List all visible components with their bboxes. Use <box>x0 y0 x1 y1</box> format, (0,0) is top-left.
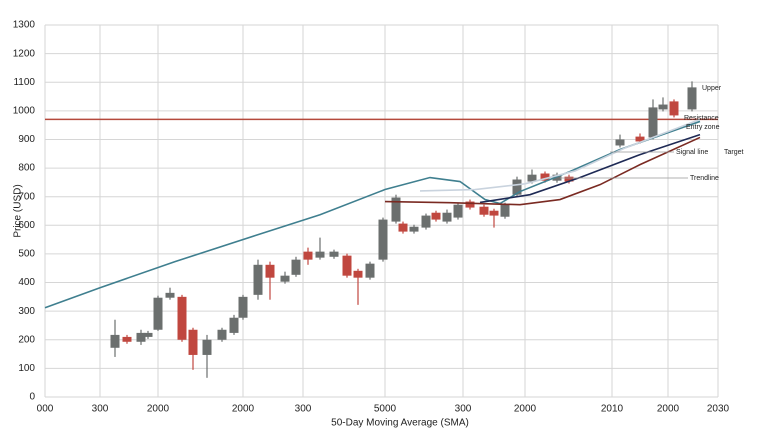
candle-body <box>229 317 239 333</box>
candle-body <box>409 226 419 232</box>
y-tick-label: 0 <box>29 392 35 403</box>
candle-body <box>442 212 452 222</box>
x-tick-label: 2000 <box>232 404 255 415</box>
candle-body <box>365 263 375 278</box>
annotation: Trendline <box>690 175 719 182</box>
candle-body <box>329 251 339 257</box>
x-tick-label: 2030 <box>707 404 730 415</box>
y-tick-label: 600 <box>18 220 35 231</box>
candle-body <box>378 219 388 260</box>
x-axis-label: 50-Day Moving Average (SMA) <box>331 418 469 429</box>
y-axis-label: Price (USD) <box>13 184 24 237</box>
y-tick-label: 1000 <box>13 105 36 116</box>
x-tick-label: 2000 <box>514 404 537 415</box>
candle-body <box>165 292 175 298</box>
candle-body <box>238 296 248 318</box>
candle-body <box>303 251 313 260</box>
candle-body <box>421 215 431 228</box>
candle-body <box>391 197 401 222</box>
x-tick-label: 2000 <box>657 404 680 415</box>
candle-body <box>188 329 198 355</box>
candle-body <box>635 136 645 142</box>
candle-body <box>110 334 120 348</box>
y-tick-label: 700 <box>18 191 35 202</box>
candle-body <box>687 87 697 110</box>
moving-average-line <box>419 118 701 192</box>
x-tick-label: 5000 <box>374 404 397 415</box>
candle-body <box>527 174 537 182</box>
candle-body <box>564 176 574 182</box>
candle-body <box>615 139 625 146</box>
annotation: Signal line <box>676 149 708 156</box>
candle-body <box>658 104 668 110</box>
candle-body <box>342 255 352 276</box>
x-tick-label: 300 <box>295 404 312 415</box>
x-tick-label: 2000 <box>147 404 170 415</box>
candle-body <box>253 264 263 295</box>
y-tick-label: 1300 <box>13 20 36 31</box>
candle-body <box>143 332 153 337</box>
x-tick-label: 2010 <box>601 404 624 415</box>
annotation: Upper <box>702 85 722 92</box>
candle-body <box>217 329 227 340</box>
y-tick-label: 900 <box>18 134 35 145</box>
candle-body <box>489 210 499 216</box>
candle-body <box>648 107 658 138</box>
y-tick-label: 400 <box>18 277 35 288</box>
candle-body <box>153 297 163 330</box>
moving-average-line <box>384 136 701 206</box>
candle-body <box>398 223 408 232</box>
y-tick-label: 800 <box>18 163 35 174</box>
moving-average-line <box>479 133 701 204</box>
candle-body <box>202 339 212 355</box>
candle-body <box>552 174 562 181</box>
x-tick-label: 000 <box>37 404 54 415</box>
y-tick-label: 1200 <box>13 48 36 59</box>
candle-body <box>465 201 475 208</box>
annotation: Entry zone <box>686 124 720 131</box>
annotation: Resistance <box>684 115 719 122</box>
candle-body <box>479 206 489 215</box>
y-tick-label: 500 <box>18 249 35 260</box>
x-tick-label: 300 <box>92 404 109 415</box>
candle-body <box>453 204 463 218</box>
candle-body <box>265 264 275 278</box>
candle-body <box>500 204 510 217</box>
candle-body <box>353 270 363 278</box>
candle-body <box>291 259 301 275</box>
candle-body <box>280 275 290 282</box>
moving-average-line <box>44 120 701 309</box>
candle-body <box>512 179 522 195</box>
candle-body <box>177 296 187 340</box>
candle-body <box>315 251 325 258</box>
candle-body <box>431 212 441 220</box>
candle-body <box>122 336 132 342</box>
annotation: Target <box>724 149 744 156</box>
candle-body <box>540 173 550 181</box>
candle-body <box>669 101 679 116</box>
x-tick-label: 300 <box>455 404 472 415</box>
candle-body <box>136 332 146 342</box>
y-tick-label: 1100 <box>13 77 35 88</box>
y-tick-label: 200 <box>18 334 35 345</box>
y-tick-label: 100 <box>18 363 35 374</box>
y-tick-label: 300 <box>18 306 35 317</box>
